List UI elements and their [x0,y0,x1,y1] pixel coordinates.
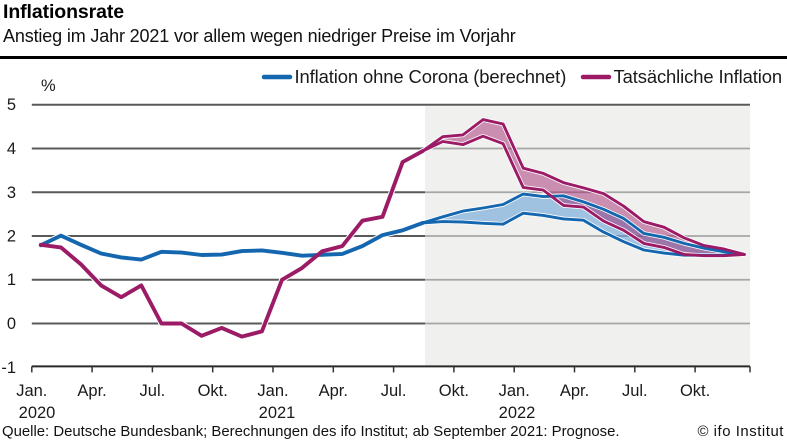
svg-text:Jul.: Jul. [381,382,407,400]
svg-text:Inflation ohne Corona (berechn: Inflation ohne Corona (berechnet) [295,66,567,87]
svg-text:5: 5 [7,96,16,114]
svg-text:Jan.: Jan. [257,382,288,400]
svg-text:Okt.: Okt. [439,382,469,400]
svg-text:%: % [41,77,56,95]
svg-text:Apr.: Apr. [560,382,589,400]
svg-text:Okt.: Okt. [680,382,710,400]
svg-text:3: 3 [7,184,16,202]
svg-text:0: 0 [7,315,16,333]
svg-text:-1: -1 [1,359,16,377]
svg-text:4: 4 [7,140,16,158]
svg-text:Jul.: Jul. [140,382,166,400]
svg-text:1: 1 [7,271,16,289]
svg-text:Tatsächliche Inflation: Tatsächliche Inflation [614,66,783,87]
svg-text:Jan.: Jan. [499,382,530,400]
svg-text:2022: 2022 [499,404,536,422]
svg-text:2: 2 [7,228,16,246]
svg-text:Jul.: Jul. [622,382,648,400]
svg-text:Okt.: Okt. [198,382,228,400]
svg-text:2021: 2021 [259,404,296,422]
svg-text:Apr.: Apr. [319,382,348,400]
svg-text:2020: 2020 [19,404,56,422]
svg-text:Jan.: Jan. [16,382,47,400]
svg-text:Apr.: Apr. [77,382,106,400]
